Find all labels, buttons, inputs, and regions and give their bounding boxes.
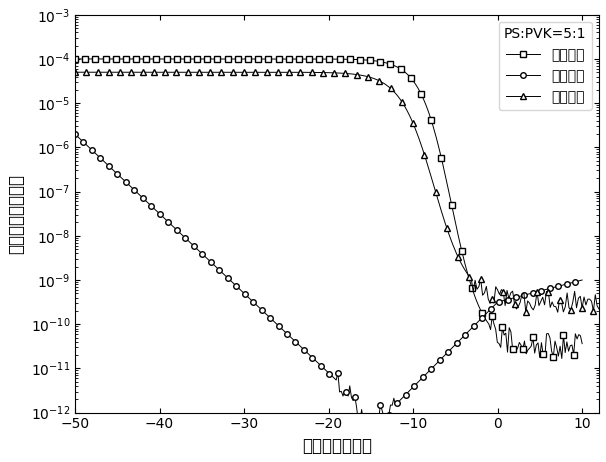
编程状态	[375, 418, 382, 424]
擦除状态	[72, 69, 79, 75]
擦除状态	[554, 310, 561, 315]
Line: 编程状态: 编程状态	[72, 131, 585, 424]
Y-axis label: 源漏电流（安培）: 源漏电流（安培）	[7, 174, 25, 254]
擦除状态	[596, 306, 603, 312]
编程状态	[373, 413, 381, 419]
初始状态	[373, 58, 381, 64]
编程状态	[533, 289, 540, 295]
擦除状态	[395, 94, 402, 99]
初始状态	[382, 60, 389, 66]
编程状态	[72, 131, 79, 137]
编程状态	[73, 133, 81, 139]
初始状态	[558, 356, 565, 361]
编程状态	[579, 277, 586, 283]
擦除状态	[323, 70, 330, 75]
编程状态	[501, 298, 508, 303]
Line: 擦除状态: 擦除状态	[72, 69, 602, 315]
擦除状态	[504, 288, 511, 293]
擦除状态	[507, 290, 514, 296]
初始状态	[499, 324, 506, 330]
X-axis label: 栏电压（伏特）: 栏电压（伏特）	[302, 437, 372, 455]
初始状态	[531, 350, 538, 356]
初始状态	[72, 56, 79, 62]
Legend: 初始状态, 编程状态, 擦除状态: 初始状态, 编程状态, 擦除状态	[499, 22, 592, 109]
擦除状态	[152, 69, 159, 75]
编程状态	[384, 414, 391, 419]
初始状态	[371, 58, 379, 64]
初始状态	[579, 341, 586, 346]
初始状态	[73, 56, 81, 62]
Line: 初始状态: 初始状态	[72, 56, 585, 361]
擦除状态	[370, 76, 378, 81]
编程状态	[355, 419, 362, 424]
